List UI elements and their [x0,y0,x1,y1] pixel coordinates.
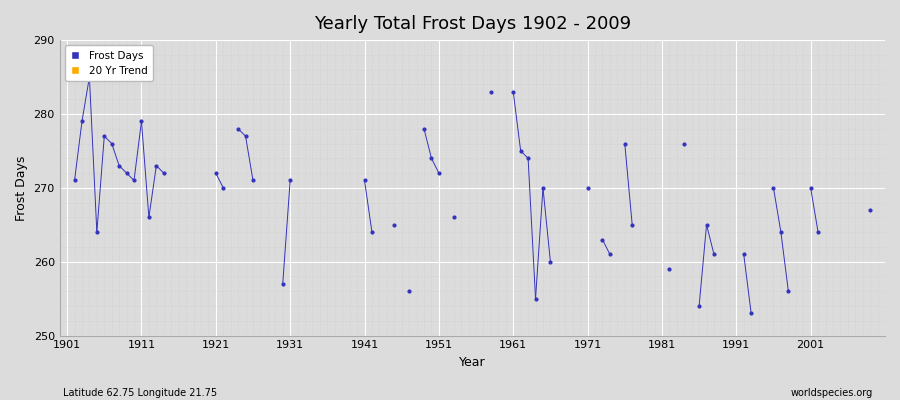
Text: worldspecies.org: worldspecies.org [791,388,873,398]
Text: Latitude 62.75 Longitude 21.75: Latitude 62.75 Longitude 21.75 [63,388,217,398]
Legend: Frost Days, 20 Yr Trend: Frost Days, 20 Yr Trend [65,45,153,82]
Y-axis label: Frost Days: Frost Days [15,155,28,220]
X-axis label: Year: Year [459,356,486,369]
Title: Yearly Total Frost Days 1902 - 2009: Yearly Total Frost Days 1902 - 2009 [314,15,631,33]
